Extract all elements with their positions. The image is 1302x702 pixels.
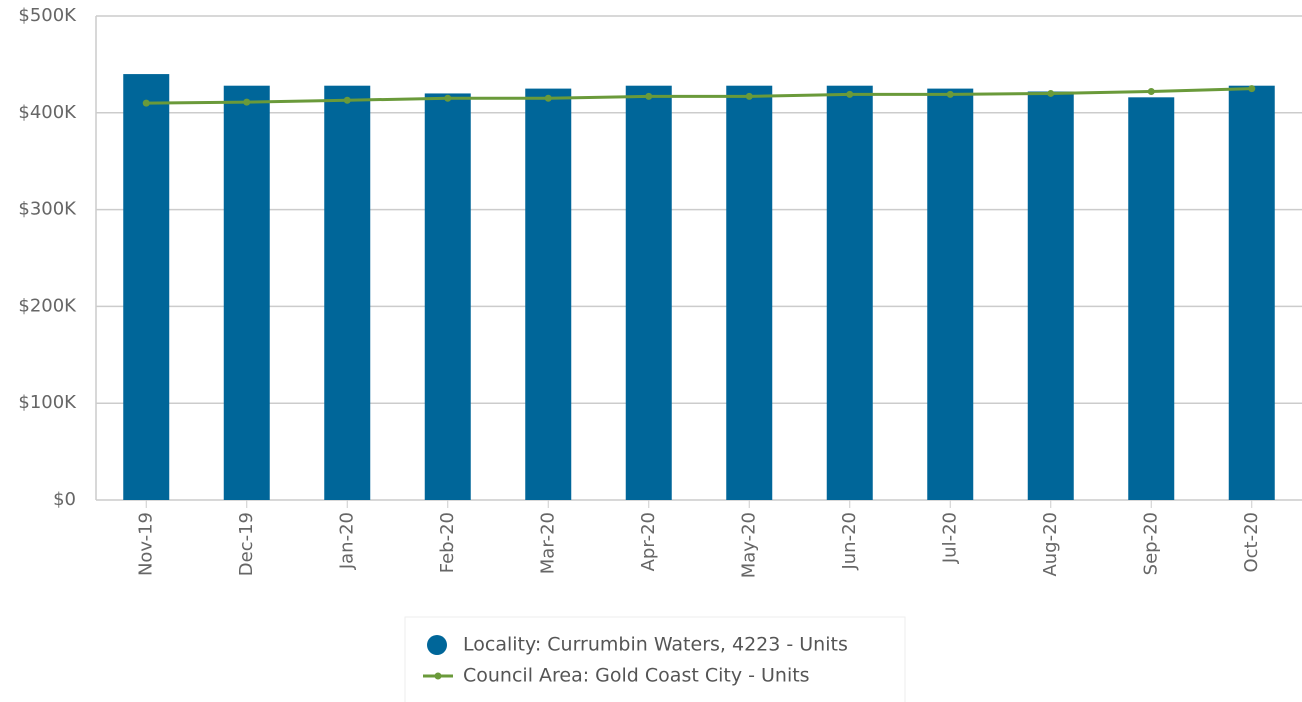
bar [1027,91,1074,500]
x-tick-label: Jul-20 [939,512,960,564]
line-point [343,96,351,104]
line-point [1047,89,1055,97]
x-tick-label: Jan-20 [336,512,357,570]
bar [927,88,974,500]
bar [123,74,170,500]
line-point [544,94,552,102]
x-tick-label: Dec-19 [236,512,257,576]
x-tick-label: May-20 [738,512,759,578]
line-point [645,92,653,100]
bar [525,88,572,500]
y-tick-label: $500K [18,5,77,26]
line-point [946,90,954,98]
legend-box [404,616,906,702]
x-tick-label: Sep-20 [1140,512,1161,575]
bar [223,85,270,501]
legend: Locality: Currumbin Waters, 4223 - Units… [423,634,848,687]
y-tick-label: $0 [53,489,76,510]
line-point [1248,85,1256,93]
bar [1228,85,1275,501]
line-point [846,90,854,98]
legend-label: Locality: Currumbin Waters, 4223 - Units [463,634,848,656]
line-point [1147,88,1155,96]
legend-label: Council Area: Gold Coast City - Units [463,665,810,687]
y-tick-label: $100K [18,392,77,413]
x-tick-label: Mar-20 [537,512,558,574]
line-point [745,92,753,100]
x-tick-label: Oct-20 [1241,512,1262,573]
y-tick-label: $300K [18,199,77,220]
bar [424,93,471,500]
legend-marker [427,635,447,655]
line [146,87,1252,105]
bar [726,85,773,501]
line-point [142,99,150,107]
y-tick-label: $400K [18,102,77,123]
y-tick-label: $200K [18,295,77,316]
x-tick-label: Feb-20 [437,512,458,573]
x-tick-label: Jun-20 [839,512,860,571]
bar [625,85,672,501]
bar [826,85,873,501]
line-point [444,94,452,102]
legend-marker [434,672,442,680]
x-tick-label: Aug-20 [1040,512,1061,577]
line-point [243,98,251,106]
x-tick-label: Nov-19 [135,512,156,576]
bar [1128,97,1175,500]
x-tick-label: Apr-20 [638,512,659,571]
bar [324,85,371,501]
